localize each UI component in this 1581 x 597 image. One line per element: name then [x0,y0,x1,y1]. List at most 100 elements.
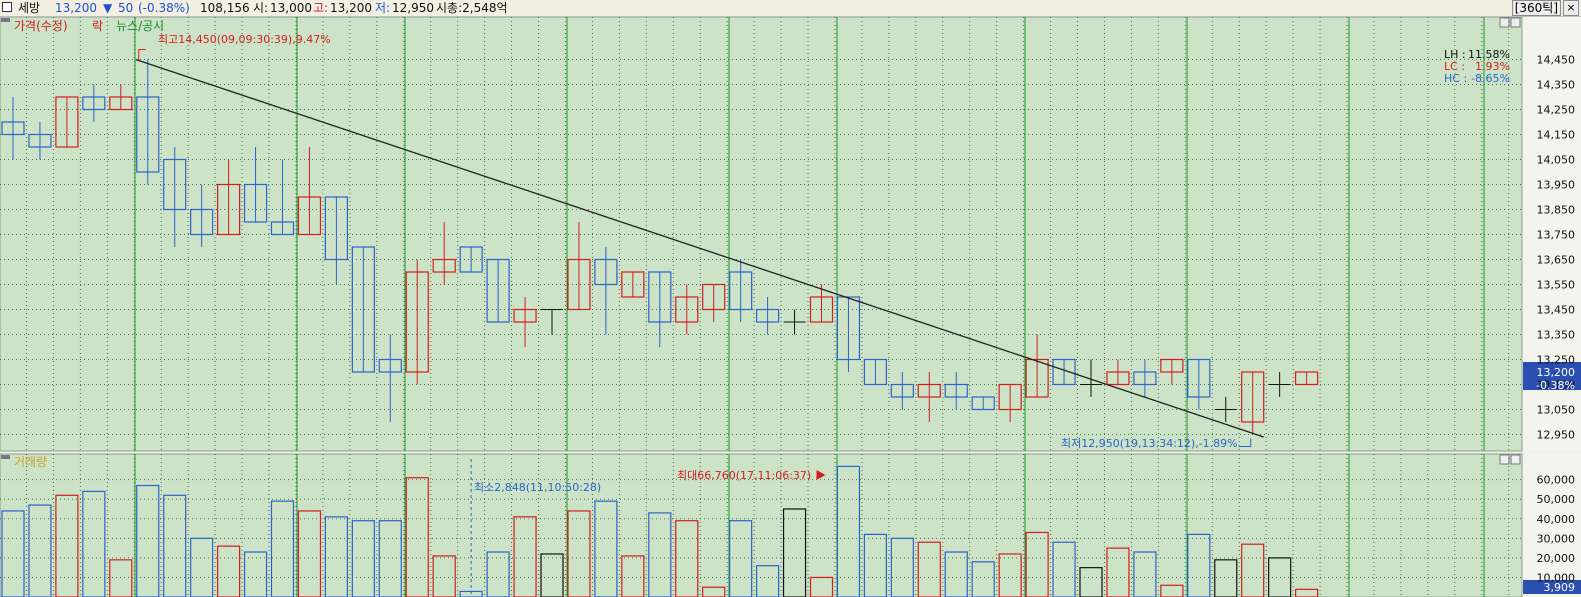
candle-body [459,246,483,273]
candle-body [109,96,133,111]
pane-control-icon [1510,454,1521,465]
high-annotation: 최고14,450(09,09:30:39),9.47% [158,33,331,46]
candle-body [378,358,402,373]
candle-body [324,196,348,261]
candle-body [217,183,241,236]
volume-tick-label: 40,000 [1537,513,1576,526]
min-volume-annotation: 최소2,848(11,10:50:28) [474,481,601,494]
candle-body [1052,358,1076,386]
candle-body [82,96,106,111]
current-volume-tag [1523,580,1581,594]
price-tick-label: 13,850 [1537,204,1576,217]
volume-bar [782,508,807,597]
lc-value: 1.93% [1475,60,1510,73]
open-label: 시: [253,1,269,15]
volume-tick-label: 50,000 [1537,493,1576,506]
hc-label: HC : [1444,72,1467,85]
lh-value: 11.58% [1468,48,1510,61]
price-change-pct: (-0.38%) [138,1,190,15]
candle-body [836,296,861,361]
candle-body [163,158,187,211]
price-tick-label: 13,750 [1537,229,1576,242]
candle-body [567,258,591,311]
volume-tick-label: 60,000 [1537,474,1576,487]
quote-header: 세방 13,200 ▼ 50 (-0.38%) 108,156 시: 13,00… [0,0,1581,17]
price-pane: 14,450 14,350 14,250 14,150 14,050 13,950 13,8… [0,17,1581,452]
pane-control-icon [1499,454,1510,465]
price-tick-label: 14,450 [1537,54,1576,67]
price-tick-label: 14,250 [1537,104,1576,117]
candle-body [1025,358,1049,398]
current-price: 13,200 [55,1,97,15]
volume-bar [971,561,995,597]
open-value: 13,000 [270,1,312,15]
candle-body [190,208,214,236]
candle-body [55,96,79,148]
volume-bar [836,465,861,597]
price-tick-label: 14,150 [1537,129,1576,142]
low-label: 저: [375,1,391,15]
close-icon[interactable]: × [1563,0,1579,16]
price-tick-label: 14,050 [1537,154,1576,167]
candle-body [513,308,537,323]
volume-bar [1106,547,1130,597]
price-tick-label: 13,950 [1537,179,1576,192]
candle-body [1,121,25,136]
pane-handle-icon [1,18,10,22]
volume-bar [190,537,214,597]
price-tick-label: 13,050 [1537,404,1576,417]
price-tick-label: 13,450 [1537,304,1576,317]
candle-body [755,308,780,323]
volume-tick-label: 30,000 [1537,532,1576,545]
current-price-label: 13,200 [1537,366,1576,379]
volume-bar [82,490,106,597]
volume-bar [324,516,348,597]
max-volume-annotation: 최대66,760(17,11:06:37) [677,469,811,482]
candle-body [28,133,52,148]
legend-lock: 락 [92,19,103,33]
volume-bar [944,551,968,597]
candle-body [405,271,429,373]
legend-price: 가격(수정) [14,19,68,33]
pane-control-icon [1510,17,1521,28]
low-value: 12,950 [392,1,434,15]
current-price-tag [1523,362,1581,390]
candle-body [1106,371,1130,386]
volume-bar [163,494,187,597]
candle-body [890,383,914,398]
price-tick-label: 13,350 [1537,329,1576,342]
high-label: 고: [313,1,329,15]
down-arrow-icon: ▼ [103,1,113,15]
volume-bar [1133,551,1157,597]
candle-body [702,283,726,311]
legend-volume: 거래량 [14,455,47,469]
volume-value: 108,156 [200,1,250,15]
candle-body [971,396,995,411]
low-marker-arrow [1238,438,1252,447]
candle-body [351,246,375,373]
candle-body [1241,371,1265,423]
volume-tick-label: 10,000 [1537,571,1576,584]
candle-body [998,383,1022,411]
candle-body [1294,371,1319,386]
volume-bar [513,516,537,597]
candle-body [863,358,888,386]
candle-body [136,96,160,173]
pane-handle-icon [1,455,10,459]
candle-body [675,296,699,323]
price-tick-label: 13,650 [1537,254,1576,267]
candle-body [809,296,834,323]
volume-bar [136,484,160,597]
candle-body [1187,358,1211,398]
volume-tick-label: 20,000 [1537,552,1576,565]
tick-period-button[interactable]: [360틱] [1511,0,1561,16]
market-cap: 시총:2,548억 [436,1,508,15]
candle-body [270,221,295,236]
candle-body [729,271,753,311]
select-checkbox[interactable] [2,2,12,12]
chart-labels: 가격(수정) 락 뉴스/공시 최고14,450(09,09:30:39),9.4… [14,19,1510,494]
max-volume-marker-icon [816,470,826,480]
pane-control-icon [1499,17,1510,28]
price-tick-label: 13,250 [1537,354,1576,367]
hc-value: -8.65% [1471,72,1510,85]
